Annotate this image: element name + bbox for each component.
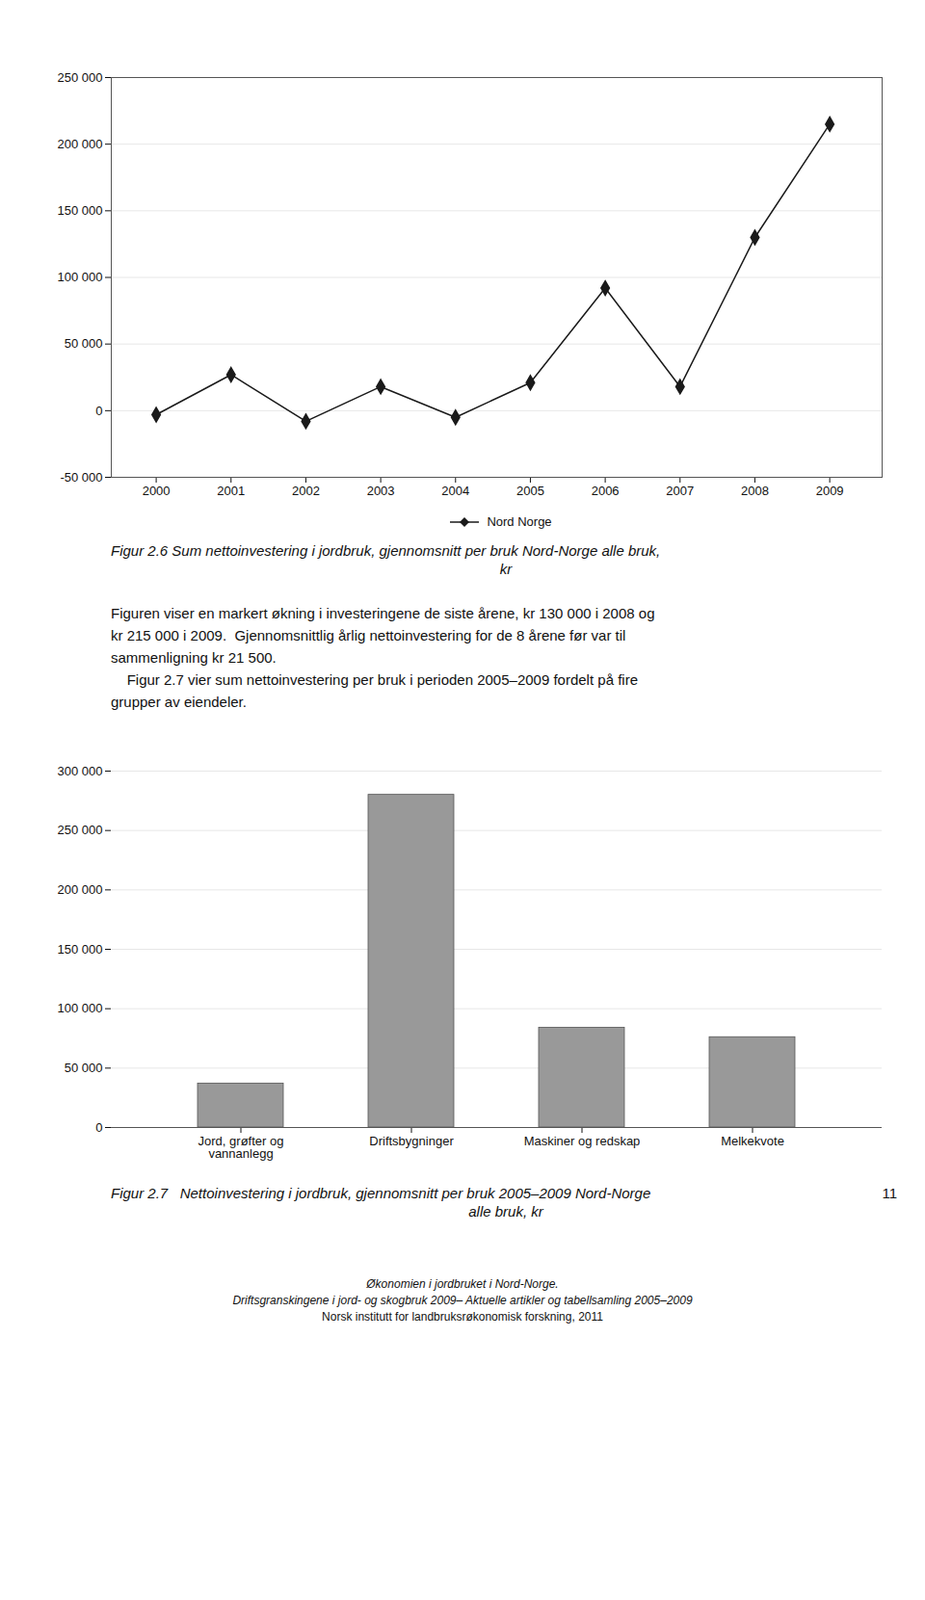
html-text:sammenligning kr 21 500.: sammenligning kr 21 500. — [110, 649, 277, 666]
html-text:grupper av eiendeler.: grupper av eiendeler. — [110, 693, 247, 711]
html-text:kr 215 000 i 2009. Gjennomsnit: kr 215 000 i 2009. Gjennomsnittlig årlig… — [110, 627, 626, 644]
svg-text:300 000: 300 000 — [57, 764, 104, 779]
svg-text:2004: 2004 — [441, 483, 470, 499]
svg-text:-50 000: -50 000 — [59, 470, 103, 485]
svg-text:2002: 2002 — [291, 483, 320, 499]
svg-text:50 000: 50 000 — [64, 336, 104, 351]
svg-text:250 000: 250 000 — [57, 70, 104, 85]
html-text:kr: kr — [499, 560, 512, 578]
svg-text:Jord, grøfter ogvannanlegg: Jord, grøfter ogvannanlegg — [198, 1134, 285, 1162]
svg-text:Driftsbygninger: Driftsbygninger — [369, 1134, 454, 1149]
svg-text:2008: 2008 — [740, 483, 769, 499]
html-text:11: 11 — [882, 1185, 898, 1202]
svg-text:2006: 2006 — [591, 483, 620, 499]
svg-text:2005: 2005 — [516, 483, 545, 499]
svg-text:150 000: 150 000 — [57, 203, 104, 218]
svg-text:250 000: 250 000 — [57, 822, 104, 838]
html-text:Figur 2.7 vier sum nettoinvest: Figur 2.7 vier sum nettoinvestering per … — [110, 671, 638, 688]
svg-text:2000: 2000 — [142, 483, 171, 499]
html-text:Nord Norge: Nord Norge — [486, 514, 552, 529]
svg-text:2009: 2009 — [816, 483, 845, 499]
html-text:Driftsgranskingene i jord- og: Driftsgranskingene i jord- og skogbruk 2… — [232, 1294, 693, 1308]
svg-text:200 000: 200 000 — [57, 882, 104, 898]
html-text:alle bruk, kr: alle bruk, kr — [468, 1203, 544, 1220]
svg-text:2007: 2007 — [665, 483, 694, 499]
svg-text:Maskiner og redskap: Maskiner og redskap — [524, 1134, 641, 1149]
svg-text:150 000: 150 000 — [57, 942, 104, 957]
html-text:Figuren viser en markert øknin: Figuren viser en markert økning i invest… — [110, 605, 655, 622]
svg-text:100 000: 100 000 — [57, 269, 104, 285]
svg-text:100 000: 100 000 — [57, 1001, 104, 1016]
svg-text:2001: 2001 — [216, 483, 245, 499]
html-text:Figur 2.6 Sum nettoinvestering: Figur 2.6 Sum nettoinvestering i jordbru… — [110, 542, 661, 559]
html-text:Figur 2.7 Nettoinvestering i j: Figur 2.7 Nettoinvestering i jordbruk, g… — [110, 1185, 651, 1202]
html-text:Økonomien i jordbruket i Nord-: Økonomien i jordbruket i Nord-Norge. — [366, 1277, 559, 1292]
svg-text:0: 0 — [95, 1120, 103, 1136]
svg-text:50 000: 50 000 — [64, 1060, 104, 1076]
svg-text:Melkekvote: Melkekvote — [720, 1134, 785, 1149]
svg-text:0: 0 — [95, 402, 103, 418]
html-text:Norsk institutt for landbruksr: Norsk institutt for landbruksrøkonomisk … — [321, 1310, 604, 1324]
svg-text:2003: 2003 — [367, 483, 396, 499]
svg-text:200 000: 200 000 — [57, 136, 104, 152]
